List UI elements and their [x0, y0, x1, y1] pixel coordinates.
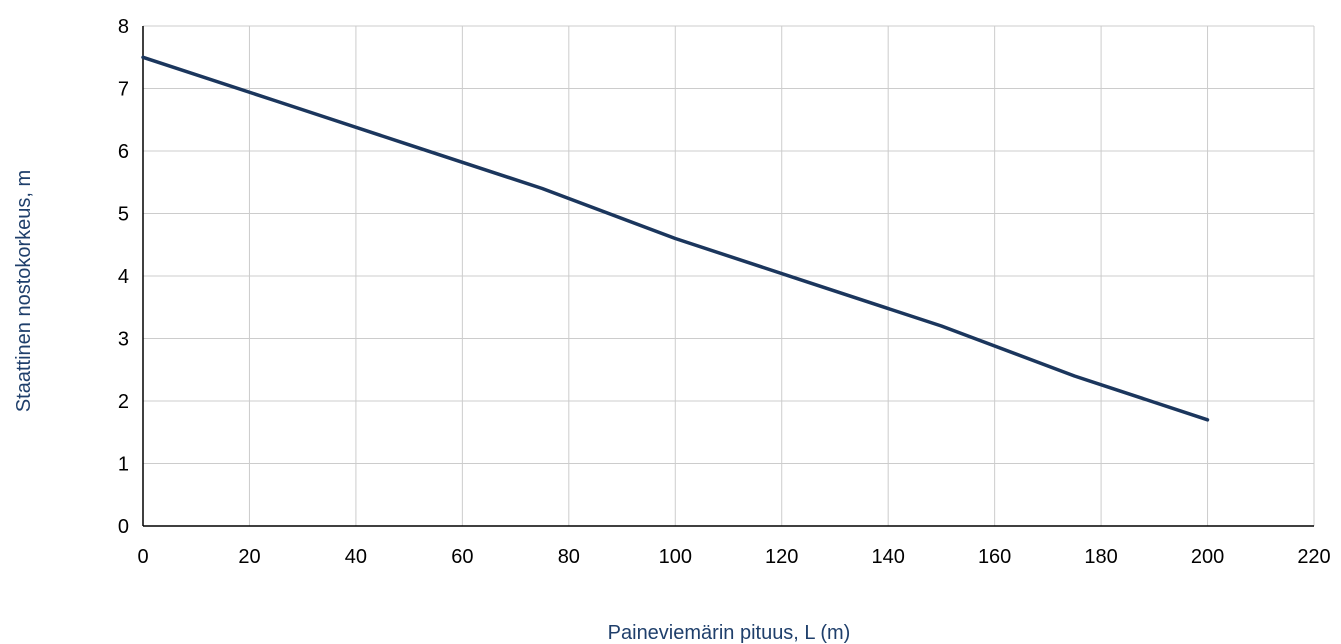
series-group: [141, 55, 1210, 422]
x-tick-labels: 0 20 40 60 80 100 120 140 160 180 200 220: [137, 546, 1330, 568]
x-tick-label: 160: [978, 546, 1011, 568]
grid-lines: [143, 25, 1315, 526]
y-tick-label: 8: [118, 16, 129, 38]
x-tick-label: 140: [871, 546, 904, 568]
y-tick-label: 2: [118, 391, 129, 413]
axes: [142, 26, 1314, 527]
x-tick-label: 180: [1084, 546, 1117, 568]
x-tick-label: 40: [345, 546, 367, 568]
x-tick-label: 80: [558, 546, 580, 568]
x-tick-label: 100: [659, 546, 692, 568]
y-tick-label: 5: [118, 204, 129, 226]
x-tick-label: 20: [238, 546, 260, 568]
y-tick-label: 0: [118, 516, 129, 538]
x-tick-label: 200: [1191, 546, 1224, 568]
y-tick-label: 4: [118, 266, 129, 288]
y-tick-label: 3: [118, 329, 129, 351]
y-tick-label: 7: [118, 79, 129, 101]
x-tick-label: 60: [451, 546, 473, 568]
y-tick-label: 1: [118, 454, 129, 476]
series-line: [141, 55, 1210, 422]
x-tick-label: 120: [765, 546, 798, 568]
x-tick-label: 220: [1297, 546, 1330, 568]
x-tick-label: 0: [137, 546, 148, 568]
x-axis-title: Paineviemärin pituus, L (m): [608, 622, 851, 644]
y-tick-labels: 0 1 2 3 4 5 6 7 8: [118, 16, 129, 538]
y-axis-title: Staattinen nostokorkeus, m: [13, 170, 35, 412]
y-tick-label: 6: [118, 141, 129, 163]
